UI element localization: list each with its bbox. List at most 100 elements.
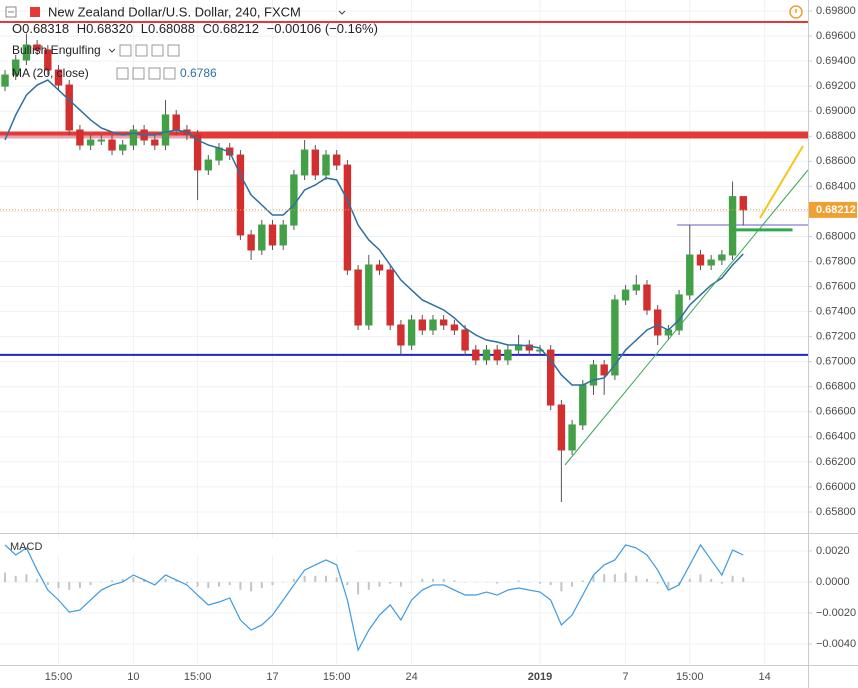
ohlc-legend: O0.68318 H0.68320 L0.68088 C0.68212 −0.0… <box>12 21 378 36</box>
histogram-bar <box>218 581 221 587</box>
chevron[interactable] <box>108 48 116 53</box>
candle-body <box>504 349 512 361</box>
y-tick-label: 0.66200 <box>816 456 856 468</box>
histogram-bar <box>325 575 328 582</box>
chevron[interactable] <box>338 10 346 15</box>
x-tick-label: 10 <box>127 671 139 683</box>
y-tick-label: 0.69400 <box>816 55 856 67</box>
candle-body <box>728 196 737 256</box>
y-tick-label: 0.69000 <box>816 105 856 117</box>
histogram-bar <box>303 575 306 582</box>
candle-body <box>343 164 352 271</box>
candle-body <box>119 144 127 151</box>
y-tick-label: 0.65800 <box>816 506 856 518</box>
histogram-bar <box>742 577 745 582</box>
candle-body <box>290 174 298 226</box>
candle-body <box>236 154 245 236</box>
icon[interactable] <box>167 44 180 57</box>
histogram-bar <box>453 580 456 582</box>
histogram-bar <box>421 578 424 582</box>
histogram-bar <box>164 578 167 582</box>
candle-body <box>739 196 747 211</box>
projection-line <box>759 145 804 219</box>
histogram-bar <box>592 575 595 582</box>
icon[interactable] <box>148 67 161 80</box>
candle-body <box>33 44 41 51</box>
candle-body <box>86 139 95 146</box>
x-tick-label: 24 <box>405 671 417 683</box>
histogram-bar <box>517 580 520 582</box>
y-tick-label: 0.67800 <box>816 255 856 267</box>
histogram-bar <box>389 581 392 584</box>
candles <box>1 33 747 502</box>
candle-body <box>621 289 630 301</box>
icon[interactable] <box>116 67 129 80</box>
histogram-bar <box>731 575 734 582</box>
x-tick-label: 7 <box>623 671 629 683</box>
histogram-bar <box>250 581 253 592</box>
y-tick-label: 0.0020 <box>816 545 850 557</box>
y-tick-label: 0.68600 <box>816 155 856 167</box>
collapse-icon[interactable] <box>5 6 17 18</box>
y-tick-label: 0.67000 <box>816 356 856 368</box>
histogram-bar <box>4 572 7 582</box>
histogram-bar <box>78 581 81 589</box>
candle-body <box>247 234 255 251</box>
histogram-bar <box>153 581 156 583</box>
y-tick-label: 0.67600 <box>816 280 856 292</box>
icon[interactable] <box>151 44 164 57</box>
y-tick-label: 0.68000 <box>816 230 856 242</box>
histogram-bar <box>68 581 71 590</box>
histogram-bar <box>111 580 114 582</box>
candle-body <box>407 319 416 346</box>
candle-body <box>172 114 180 131</box>
candle-body <box>300 149 309 176</box>
histogram-bar <box>239 581 242 590</box>
y-tick-label: 0.0000 <box>816 576 850 588</box>
study-icons <box>116 67 176 80</box>
candle-body <box>354 269 362 326</box>
histogram-bar <box>549 581 552 586</box>
candle-body <box>365 264 373 326</box>
histogram-bar <box>720 581 723 584</box>
axes: 0.69800 0.69600 0.69400 0.69200 0.69000 0.688… <box>45 5 857 683</box>
candle-body <box>258 224 266 251</box>
candle-body <box>375 264 384 271</box>
candle-body <box>151 139 159 146</box>
legend-change: −0.00106 (−0.16%) <box>267 21 378 36</box>
alert-icon[interactable] <box>789 5 803 19</box>
candle-body <box>579 384 587 426</box>
histogram-bar <box>431 578 434 582</box>
candle-body <box>439 319 448 326</box>
candle-body <box>76 129 84 146</box>
symbol-title: New Zealand Dollar/U.S. Dollar, 240, FXC… <box>48 4 301 19</box>
histogram-bar <box>175 580 178 582</box>
histogram-bar <box>260 581 263 589</box>
icon[interactable] <box>163 67 176 80</box>
histogram-bar <box>603 574 606 582</box>
histogram-bar <box>282 581 285 583</box>
y-tick-label: −0.0020 <box>816 607 856 619</box>
histogram-bar <box>645 578 648 582</box>
candle-body <box>632 284 640 291</box>
candle-body <box>461 329 469 351</box>
candle-body <box>193 134 202 171</box>
histogram-bar <box>89 581 92 586</box>
histogram-bar <box>624 572 627 582</box>
icon[interactable] <box>119 44 132 57</box>
y-tick-label: 0.67200 <box>816 331 856 343</box>
candle-body <box>557 404 566 451</box>
candle-body <box>332 154 341 166</box>
histogram-bar <box>667 581 670 589</box>
candle-body <box>568 424 576 451</box>
histogram-bar <box>57 581 60 589</box>
candle-body <box>22 44 31 61</box>
y-tick-label: 0.68800 <box>816 130 856 142</box>
candle-body <box>450 324 459 331</box>
y-tick-label: 0.66600 <box>816 406 856 418</box>
candle-body <box>279 224 287 246</box>
icon[interactable] <box>135 44 148 57</box>
icon[interactable] <box>132 67 145 80</box>
histogram-bar <box>474 581 477 583</box>
